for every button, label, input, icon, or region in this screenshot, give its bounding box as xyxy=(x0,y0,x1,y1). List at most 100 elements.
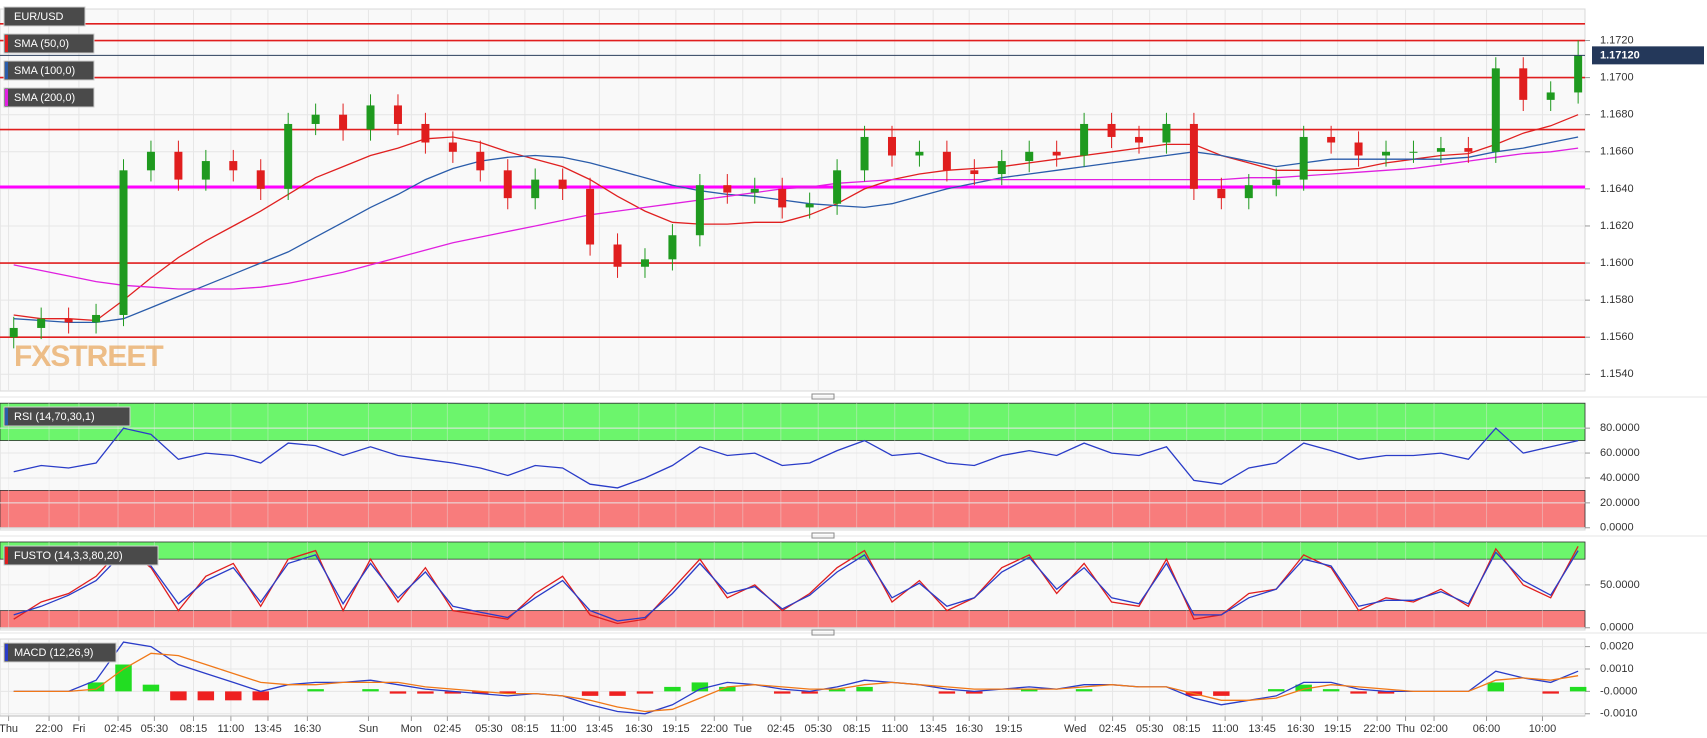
candle-body xyxy=(1327,136,1336,143)
series-line xyxy=(13,147,1579,290)
candle-body xyxy=(640,259,649,267)
candle-body xyxy=(586,188,595,245)
candle-body xyxy=(531,179,540,199)
indicator-title-swatch xyxy=(5,547,8,564)
x-tick-label: Thu xyxy=(1396,723,1415,735)
y-tick-label: 50.0000 xyxy=(1600,579,1640,591)
histogram-bar xyxy=(1295,684,1312,692)
y-tick-label: 20.0000 xyxy=(1600,497,1640,509)
x-tick-label: Mon xyxy=(401,723,422,735)
x-tick-label: 16:30 xyxy=(1287,723,1315,735)
indicator-title-box xyxy=(3,642,117,663)
x-tick-label: 16:30 xyxy=(625,723,653,735)
candle-body xyxy=(1519,68,1528,100)
x-tick-label: 22:00 xyxy=(701,723,729,735)
x-tick-label: 06:00 xyxy=(1473,723,1501,735)
x-tick-label: 02:45 xyxy=(434,723,462,735)
indicator-title-swatch xyxy=(5,408,8,425)
histogram-bar xyxy=(719,686,736,692)
histogram-bar xyxy=(581,691,599,696)
y-tick-label: 1.1680 xyxy=(1600,109,1634,121)
panel-background xyxy=(0,8,1586,392)
histogram-bar xyxy=(252,691,269,701)
legend-entry: SMA (50,0) xyxy=(14,38,69,50)
x-tick-label: 19:15 xyxy=(1324,723,1352,735)
x-tick-label: 11:00 xyxy=(881,723,908,735)
candle-body xyxy=(448,142,457,152)
last-price-label: 1.17120 xyxy=(1600,49,1640,61)
x-tick-label: 19:15 xyxy=(995,723,1023,735)
histogram-bar xyxy=(1213,691,1230,696)
x-tick-label: 08:15 xyxy=(843,723,871,735)
histogram-bar xyxy=(1377,691,1395,694)
y-tick-label: 1.1620 xyxy=(1600,220,1634,232)
x-tick-label: 22:00 xyxy=(1363,723,1391,735)
y-tick-label: 0.0010 xyxy=(1600,663,1634,675)
candle-body xyxy=(503,170,512,199)
histogram-bar xyxy=(1487,682,1505,692)
candle-body xyxy=(92,314,101,323)
histogram-bar xyxy=(1268,689,1285,692)
legend-entry-swatch xyxy=(5,89,8,106)
histogram-bar xyxy=(307,689,324,692)
histogram-bar xyxy=(691,682,709,692)
candle-body xyxy=(887,136,896,156)
x-tick-label: 05:30 xyxy=(475,723,503,735)
zone-band xyxy=(0,490,1586,529)
candle-body xyxy=(1382,151,1391,156)
candle-body xyxy=(421,123,430,143)
legend-entry-box xyxy=(3,60,95,81)
candle-body xyxy=(366,105,375,130)
candle-body xyxy=(37,318,46,328)
legend-entry-box xyxy=(3,33,95,54)
candle-body xyxy=(1272,179,1281,186)
histogram-bar xyxy=(1542,691,1559,694)
x-tick-label: 08:15 xyxy=(180,723,208,735)
x-tick-label: Wed xyxy=(1064,723,1086,735)
histogram-bar xyxy=(389,691,407,694)
y-tick-label: 1.1540 xyxy=(1600,368,1634,380)
candle-body xyxy=(942,151,951,171)
candle-body xyxy=(119,170,128,315)
x-tick-label: 13:45 xyxy=(254,723,282,735)
candle-body xyxy=(558,179,567,189)
candle-body xyxy=(284,123,293,189)
histogram-bar xyxy=(801,691,818,694)
indicator-title-box xyxy=(3,406,131,427)
zone-band xyxy=(0,402,1586,442)
candle-body xyxy=(1080,123,1089,156)
candle-body xyxy=(1189,123,1198,189)
indicator-title: MACD (12,26,9) xyxy=(14,647,93,659)
panel-handle xyxy=(811,532,835,539)
candle-body xyxy=(1244,185,1253,199)
candle-body xyxy=(1409,151,1418,153)
x-tick-label: Sun xyxy=(359,723,379,735)
symbol-label: EUR/USD xyxy=(14,11,64,23)
x-tick-label: Fri xyxy=(72,723,85,735)
zone-band xyxy=(0,610,1586,629)
candle-body xyxy=(476,151,485,171)
x-tick-label: Tue xyxy=(733,723,752,735)
x-tick-label: 11:00 xyxy=(1212,723,1239,735)
x-tick-label: 11:00 xyxy=(218,723,245,735)
histogram-bar xyxy=(1569,686,1587,692)
candle-body xyxy=(1299,136,1308,180)
candle-body xyxy=(750,188,759,193)
series-line xyxy=(13,136,1579,324)
histogram-bar xyxy=(444,691,462,694)
candle-body xyxy=(256,170,265,189)
candle-body xyxy=(311,114,320,124)
histogram-bar xyxy=(938,691,956,694)
x-tick-label: Thu xyxy=(0,723,18,735)
x-tick-label: 05:30 xyxy=(1136,723,1164,735)
series-line xyxy=(13,550,1579,622)
x-tick-label: 05:30 xyxy=(141,723,169,735)
legend-entry-box xyxy=(3,87,95,108)
candle-body xyxy=(339,114,348,130)
candle-body xyxy=(997,161,1006,175)
candle-body xyxy=(695,185,704,236)
x-tick-label: 05:30 xyxy=(804,723,832,735)
panel-handle xyxy=(811,629,835,636)
candle-body xyxy=(64,318,73,323)
